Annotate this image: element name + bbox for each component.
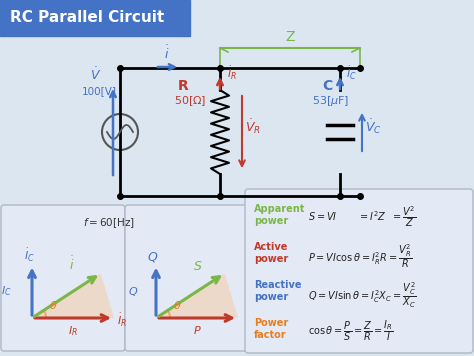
- Text: $Q$: $Q$: [128, 285, 138, 298]
- FancyBboxPatch shape: [66, 210, 152, 236]
- Text: $S = VI$       $= I^2Z$  $= \dfrac{V^2}{Z}$: $S = VI$ $= I^2Z$ $= \dfrac{V^2}{Z}$: [308, 204, 417, 229]
- Polygon shape: [156, 273, 238, 318]
- Text: $P = VI\cos\theta = I_R^2R = \dfrac{V_R^2}{R}$: $P = VI\cos\theta = I_R^2R = \dfrac{V_R^…: [308, 242, 412, 270]
- Text: $\dot{V}$: $\dot{V}$: [90, 67, 101, 83]
- Text: $\dot{i}$: $\dot{i}$: [69, 256, 74, 273]
- Bar: [0, 0, 190, 36]
- Text: C: C: [322, 79, 332, 93]
- Text: $\dot{I}_C$: $\dot{I}_C$: [346, 65, 357, 82]
- Text: $f = 60$[Hz]: $f = 60$[Hz]: [83, 216, 135, 230]
- Text: $\dot{i}$: $\dot{i}$: [164, 44, 170, 62]
- Text: $I_R$: $I_R$: [68, 324, 78, 338]
- FancyBboxPatch shape: [1, 205, 125, 351]
- FancyBboxPatch shape: [245, 189, 473, 353]
- FancyBboxPatch shape: [125, 205, 249, 351]
- Text: $\dot{I}_C$: $\dot{I}_C$: [24, 247, 35, 265]
- Text: $Q = VI\sin\theta = I_C^2X_C = \dfrac{V_C^2}{X_C}$: $Q = VI\sin\theta = I_C^2X_C = \dfrac{V_…: [308, 280, 417, 310]
- Text: $Q$: $Q$: [147, 250, 159, 264]
- Text: Power
factor: Power factor: [254, 318, 288, 340]
- Text: RC Parallel Circuit: RC Parallel Circuit: [10, 10, 164, 26]
- Text: $I_C$: $I_C$: [1, 284, 12, 298]
- Text: $\dot{V}_R$: $\dot{V}_R$: [245, 118, 261, 136]
- Text: $\theta$: $\theta$: [173, 299, 182, 311]
- Text: $\dot{I}_R$: $\dot{I}_R$: [117, 312, 127, 329]
- Text: $\cos\theta = \dfrac{P}{S} = \dfrac{Z}{R} = \dfrac{I_R}{I}$: $\cos\theta = \dfrac{P}{S} = \dfrac{Z}{R…: [308, 318, 393, 343]
- Text: Reactive
power: Reactive power: [254, 280, 301, 302]
- Text: $\dot{I}_R$: $\dot{I}_R$: [227, 65, 237, 82]
- Text: 100[V]: 100[V]: [82, 86, 117, 96]
- Text: $\dot{V}_C$: $\dot{V}_C$: [365, 118, 382, 136]
- Text: $S$: $S$: [193, 260, 202, 273]
- Text: R: R: [178, 79, 189, 93]
- Text: Apparent
power: Apparent power: [254, 204, 305, 226]
- Text: 50[$\Omega$]: 50[$\Omega$]: [174, 94, 207, 108]
- Text: Active
power: Active power: [254, 242, 288, 263]
- Polygon shape: [32, 273, 114, 318]
- Text: 53[$\mu$F]: 53[$\mu$F]: [312, 94, 349, 108]
- Text: $P$: $P$: [192, 324, 201, 336]
- Text: Z: Z: [285, 30, 295, 44]
- Text: $\theta$: $\theta$: [49, 299, 58, 311]
